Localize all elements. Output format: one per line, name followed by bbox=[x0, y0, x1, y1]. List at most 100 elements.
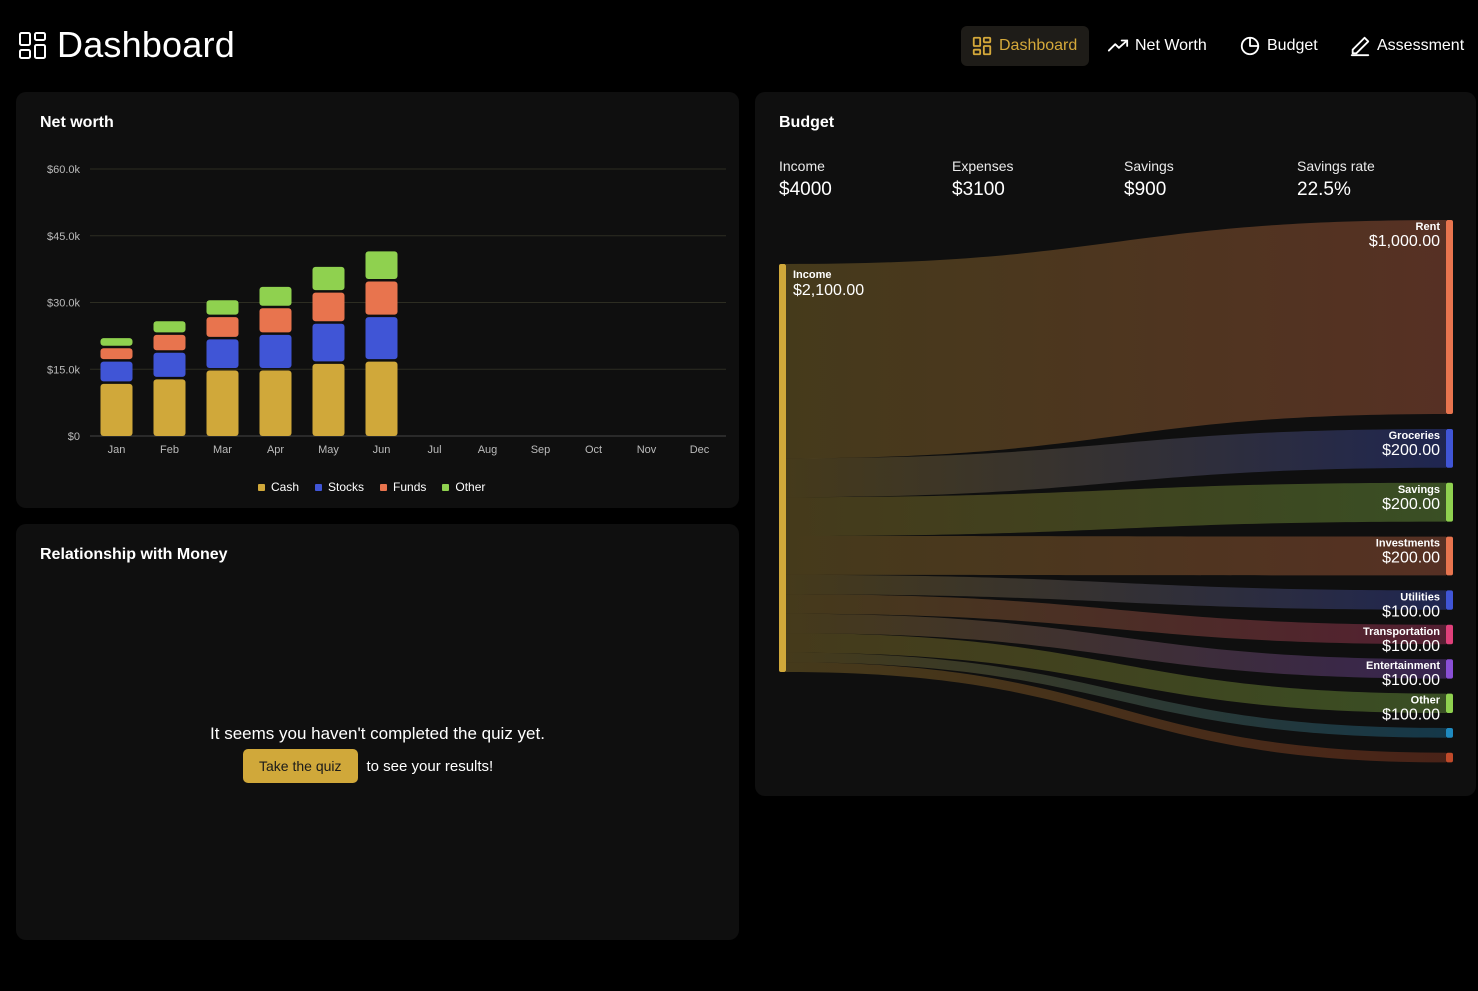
stat-label-savings: Savings bbox=[1124, 158, 1174, 174]
sankey-link[interactable] bbox=[786, 220, 1446, 459]
bar-segment-stocks[interactable] bbox=[153, 352, 186, 377]
sankey-node-target[interactable] bbox=[1446, 429, 1453, 468]
sankey-target-label: Other bbox=[1411, 695, 1441, 707]
x-tick-label: Oct bbox=[585, 444, 602, 456]
sankey-node-target[interactable] bbox=[1446, 728, 1453, 738]
legend-item-funds[interactable]: Funds bbox=[380, 480, 426, 494]
bar-segment-cash[interactable] bbox=[100, 383, 133, 436]
sankey-node-target[interactable] bbox=[1446, 536, 1453, 576]
sankey-link[interactable] bbox=[786, 429, 1446, 498]
bar-segment-funds[interactable] bbox=[206, 317, 239, 337]
sankey-link[interactable] bbox=[786, 536, 1446, 576]
bar-segment-cash[interactable] bbox=[259, 370, 292, 437]
sankey-target-label: Rent bbox=[1416, 221, 1441, 233]
bar-segment-other[interactable] bbox=[206, 300, 239, 315]
y-tick-label: $45.0k bbox=[47, 231, 81, 243]
sankey-link[interactable] bbox=[786, 482, 1446, 536]
card-title: Budget bbox=[779, 114, 835, 131]
quiz-row: Take the quiz to see your results! bbox=[243, 749, 493, 783]
sankey-node-target[interactable] bbox=[1446, 693, 1453, 713]
bar-segment-other[interactable] bbox=[365, 251, 398, 279]
nav-net-worth[interactable]: Net Worth bbox=[1097, 26, 1217, 66]
sankey-target-value: $200.00 bbox=[1382, 442, 1440, 459]
sankey-target-label: Investments bbox=[1376, 538, 1440, 550]
legend-label: Cash bbox=[271, 480, 300, 494]
stat-value-savings: $900 bbox=[1124, 179, 1167, 200]
sankey-link[interactable] bbox=[786, 594, 1446, 645]
sankey-target-value: $100.00 bbox=[1382, 672, 1440, 689]
stat-value-expenses: $3100 bbox=[952, 179, 1005, 200]
legend-item-other[interactable]: Other bbox=[442, 480, 485, 494]
stat-label-income: Income bbox=[779, 158, 825, 174]
nav-label: Dashboard bbox=[999, 37, 1078, 54]
sankey-link[interactable] bbox=[786, 574, 1446, 610]
dashboard-grid-icon bbox=[19, 32, 46, 59]
relationship-card: Relationship with Money It seems you hav… bbox=[16, 524, 739, 940]
sankey-node-target[interactable] bbox=[1446, 590, 1453, 610]
bar-segment-funds[interactable] bbox=[365, 281, 398, 315]
quiz-suffix: to see your results! bbox=[366, 757, 494, 775]
sankey-node-source[interactable] bbox=[779, 264, 786, 672]
sankey-link[interactable] bbox=[786, 652, 1446, 738]
sankey-link[interactable] bbox=[786, 662, 1446, 763]
bar-segment-other[interactable] bbox=[259, 286, 292, 306]
bar-segment-funds[interactable] bbox=[259, 308, 292, 333]
bar-segment-other[interactable] bbox=[100, 338, 133, 346]
bar-segment-cash[interactable] bbox=[206, 370, 239, 437]
sankey-node-target[interactable] bbox=[1446, 482, 1453, 522]
bar-segment-stocks[interactable] bbox=[259, 334, 292, 368]
y-tick-label: $0 bbox=[68, 431, 80, 443]
x-tick-label: Apr bbox=[267, 444, 284, 456]
sankey-target-value: $1,000.00 bbox=[1369, 233, 1440, 250]
sankey-link[interactable] bbox=[786, 633, 1446, 713]
bar-segment-funds[interactable] bbox=[153, 334, 186, 351]
sankey-target-value: $200.00 bbox=[1382, 496, 1440, 513]
stat-value-income: $4000 bbox=[779, 179, 832, 200]
stat-label-expenses: Expenses bbox=[952, 158, 1014, 174]
bar-segment-funds[interactable] bbox=[100, 348, 133, 360]
quiz-message: It seems you haven't completed the quiz … bbox=[210, 724, 545, 743]
bar-segment-cash[interactable] bbox=[312, 363, 345, 436]
bar-segment-stocks[interactable] bbox=[100, 361, 133, 382]
sankey-node-target[interactable] bbox=[1446, 624, 1453, 645]
bar-segment-stocks[interactable] bbox=[312, 323, 345, 362]
nav-dashboard[interactable]: Dashboard bbox=[961, 26, 1089, 66]
y-tick-label: $60.0k bbox=[47, 164, 81, 176]
x-tick-label: Mar bbox=[213, 444, 232, 456]
budget-sankey-chart: Rent$1,000.00Groceries$200.00Savings$200… bbox=[779, 220, 1453, 763]
card-title: Relationship with Money bbox=[40, 546, 228, 563]
x-tick-label: Jul bbox=[427, 444, 441, 456]
sankey-target-label: Transportation bbox=[1363, 626, 1440, 638]
sankey-node-target[interactable] bbox=[1446, 220, 1453, 414]
x-tick-label: Sep bbox=[531, 444, 551, 456]
bar-segment-other[interactable] bbox=[153, 321, 186, 333]
bar-segment-stocks[interactable] bbox=[365, 317, 398, 360]
legend-swatch bbox=[442, 483, 450, 491]
page-title: Dashboard bbox=[57, 24, 235, 65]
sankey-target-label: Utilities bbox=[1400, 591, 1440, 603]
sankey-node-target[interactable] bbox=[1446, 752, 1453, 763]
legend-label: Other bbox=[455, 480, 486, 494]
chart-legend: Cash Stocks Funds Other bbox=[258, 480, 485, 494]
nav-budget[interactable]: Budget bbox=[1229, 26, 1328, 66]
sankey-target-label: Groceries bbox=[1389, 430, 1440, 442]
y-tick-label: $15.0k bbox=[47, 364, 81, 376]
x-tick-label: Jan bbox=[108, 444, 126, 456]
sankey-link[interactable] bbox=[786, 613, 1446, 679]
bar-segment-stocks[interactable] bbox=[206, 339, 239, 368]
sankey-target-label: Savings bbox=[1398, 484, 1440, 496]
sankey-node-target[interactable] bbox=[1446, 659, 1453, 679]
legend-item-stocks[interactable]: Stocks bbox=[315, 480, 364, 494]
sankey-target-value: $100.00 bbox=[1382, 638, 1440, 655]
bar-segment-other[interactable] bbox=[312, 266, 345, 291]
legend-swatch bbox=[315, 483, 323, 491]
sankey-target-value: $100.00 bbox=[1382, 603, 1440, 620]
bar-segment-funds[interactable] bbox=[312, 292, 345, 322]
bar-segment-cash[interactable] bbox=[153, 379, 186, 436]
take-quiz-button[interactable]: Take the quiz bbox=[243, 749, 358, 783]
nav-assessment[interactable]: Assessment bbox=[1339, 26, 1474, 66]
sankey-source-label: Income bbox=[793, 269, 832, 281]
nav-label: Net Worth bbox=[1135, 37, 1207, 54]
legend-item-cash[interactable]: Cash bbox=[258, 480, 299, 494]
bar-segment-cash[interactable] bbox=[365, 361, 398, 436]
